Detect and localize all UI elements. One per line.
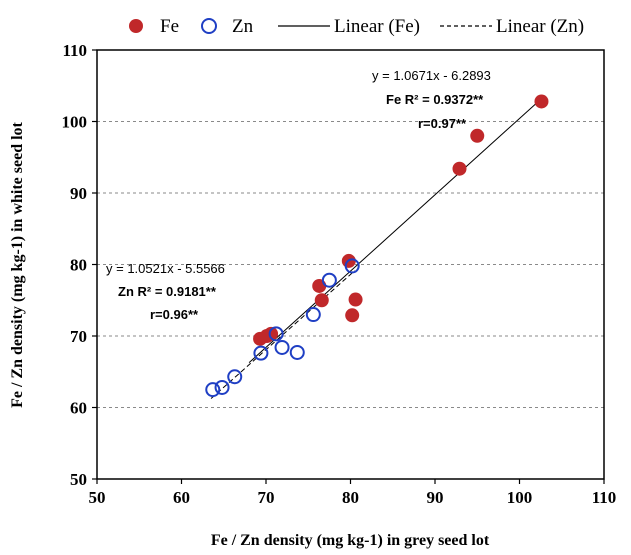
axis-ticks: 50 60 70 80 90 100 110 50 60 70 80 90 100 110 <box>62 41 617 507</box>
x-tick-label: 90 <box>427 488 444 507</box>
legend-zn-label: Zn <box>232 16 254 37</box>
point-zn <box>344 258 360 274</box>
x-tick-label: 100 <box>507 488 533 507</box>
trendlines <box>210 95 546 399</box>
y-tick-label: 100 <box>62 113 88 132</box>
zn-equation: y = 1.0521x - 5.5566 <box>106 261 225 276</box>
point-zn <box>321 272 337 288</box>
x-tick-label: 60 <box>173 488 190 507</box>
point-zn <box>205 382 221 398</box>
point-zn <box>268 326 284 342</box>
y-tick-label: 80 <box>70 256 87 275</box>
y-tick-label: 60 <box>70 399 87 418</box>
data-points <box>205 94 549 398</box>
legend-linear-fe-label: Linear (Fe) <box>334 16 420 37</box>
legend-fe-label: Fe <box>160 16 179 37</box>
point-fe <box>264 326 279 341</box>
fe-equation: y = 1.0671x - 6.2893 <box>372 68 491 83</box>
x-tick-label: 110 <box>592 488 617 507</box>
zn-regression-annotation: y = 1.0521x - 5.5566 Zn R² = 0.9181** r=… <box>106 261 225 322</box>
y-tick-label: 90 <box>70 184 87 203</box>
legend-linear-zn-label: Linear (Zn) <box>496 16 584 37</box>
point-zn <box>274 339 290 355</box>
legend-zn-marker <box>201 18 217 34</box>
point-fe <box>470 128 485 143</box>
y-axis-title: Fe / Zn density (mg kg-1) in white seed … <box>9 121 26 407</box>
point-zn <box>253 345 269 361</box>
point-zn <box>289 344 305 360</box>
point-zn <box>214 379 230 395</box>
legend: Fe Zn Linear (Fe) Linear (Zn) <box>129 16 584 37</box>
x-axis-title: Fe / Zn density (mg kg-1) in grey seed l… <box>211 532 490 549</box>
fe-correlation: r=0.97** <box>418 116 467 131</box>
point-fe <box>312 278 327 293</box>
point-zn <box>227 369 243 385</box>
point-fe <box>534 94 549 109</box>
zn-r-squared: Zn R² = 0.9181** <box>118 284 217 299</box>
point-fe <box>452 161 467 176</box>
x-tick-label: 80 <box>342 488 359 507</box>
legend-fe-marker <box>129 19 143 33</box>
y-tick-label: 110 <box>62 41 87 60</box>
y-tick-label: 50 <box>70 470 87 489</box>
point-fe <box>348 292 363 307</box>
trendline-fe <box>248 95 546 364</box>
x-tick-label: 50 <box>89 488 106 507</box>
point-fe <box>314 293 329 308</box>
y-tick-label: 70 <box>70 327 87 346</box>
point-zn <box>305 307 321 323</box>
x-tick-label: 70 <box>258 488 275 507</box>
zn-correlation: r=0.96** <box>150 307 199 322</box>
point-fe <box>345 308 360 323</box>
fe-r-squared: Fe R² = 0.9372** <box>386 92 484 107</box>
fe-regression-annotation: y = 1.0671x - 6.2893 Fe R² = 0.9372** r=… <box>372 68 491 131</box>
